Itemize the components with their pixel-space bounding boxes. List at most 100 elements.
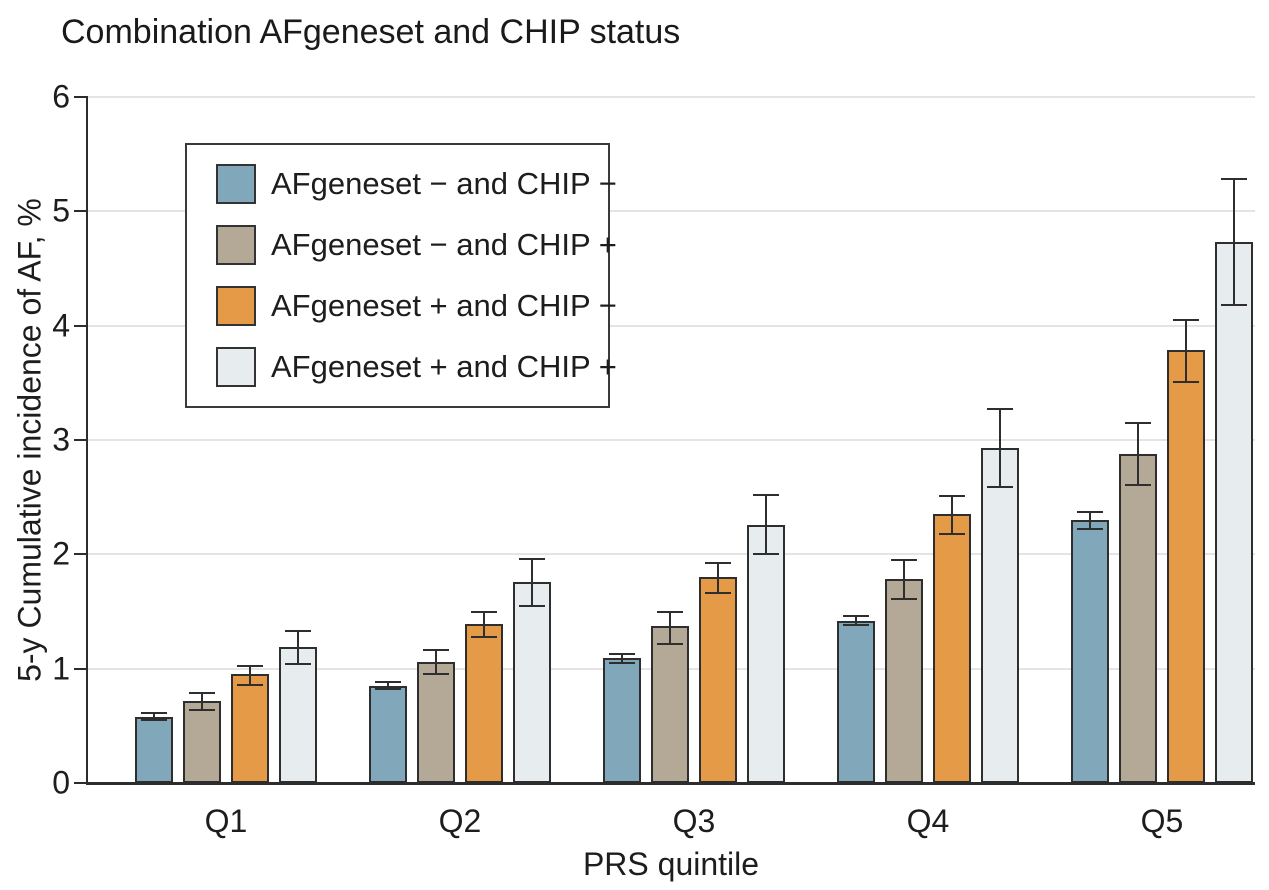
legend-label: AFgeneset − and CHIP − xyxy=(271,166,617,201)
error-whisker xyxy=(1233,179,1235,306)
bar-series4-Q5 xyxy=(1215,242,1253,783)
error-whisker xyxy=(249,666,251,685)
error-cap-bottom xyxy=(285,663,311,666)
bar-series3-Q1 xyxy=(231,674,269,783)
error-cap-bottom xyxy=(891,597,917,600)
y-tick-label: 0 xyxy=(52,764,70,801)
bar-series2-Q5 xyxy=(1119,453,1157,783)
x-tick-label-q1: Q1 xyxy=(204,803,248,839)
legend-item: AFgeneset + and CHIP + xyxy=(216,347,617,387)
bar-series2-Q4 xyxy=(885,579,923,783)
error-cap-top xyxy=(141,712,167,715)
error-cap-top xyxy=(939,495,965,498)
x-tick-label-q2: Q2 xyxy=(438,803,482,839)
y-tick-label: 5 xyxy=(52,192,70,229)
gridline-y5 xyxy=(88,210,1255,213)
y-tick xyxy=(74,96,86,98)
x-tick-label-q5: Q5 xyxy=(1140,803,1184,839)
bar-series2-Q3 xyxy=(651,626,689,783)
plot-area: 0 1 2 3 4 5 6 Q1 Q2 Q3 Q4 Q5 AFgeneset − and CHIP − A… xyxy=(52,79,1255,839)
error-cap-bottom xyxy=(753,553,779,556)
error-whisker xyxy=(1137,422,1139,485)
error-whisker xyxy=(483,611,485,637)
error-whisker xyxy=(297,630,299,665)
bar-series3-Q3 xyxy=(699,577,737,783)
y-axis-line xyxy=(86,96,88,784)
error-whisker xyxy=(903,560,905,599)
y-tick xyxy=(74,553,86,556)
error-cap-bottom xyxy=(423,673,449,676)
bar-series1-Q4 xyxy=(837,620,875,783)
x-axis-label: PRS quintile xyxy=(582,846,760,882)
error-cap-bottom xyxy=(939,532,965,535)
error-whisker xyxy=(201,692,203,710)
error-cap-bottom xyxy=(987,485,1013,488)
y-tick-label: 1 xyxy=(52,650,70,687)
gridline-y3 xyxy=(88,439,1255,441)
legend-swatch xyxy=(216,225,256,265)
error-cap-top xyxy=(237,665,263,668)
y-tick-label: 2 xyxy=(52,535,70,572)
error-whisker xyxy=(531,558,533,606)
error-cap-bottom xyxy=(471,635,497,638)
error-cap-top xyxy=(285,629,311,632)
y-tick-label: 6 xyxy=(52,78,70,115)
error-whisker xyxy=(765,494,767,555)
y-tick xyxy=(74,782,86,784)
error-cap-top xyxy=(1221,178,1247,181)
error-cap-bottom xyxy=(843,624,869,627)
legend-label: AFgeneset − and CHIP + xyxy=(271,227,617,262)
error-cap-top xyxy=(753,493,779,496)
bar-series1-Q3 xyxy=(603,658,641,783)
legend-swatch xyxy=(216,286,256,326)
legend-swatch xyxy=(216,164,256,204)
y-tick xyxy=(74,210,86,213)
bar-series1-Q5 xyxy=(1071,520,1109,783)
error-cap-top xyxy=(705,562,731,565)
bar-series4-Q4 xyxy=(981,448,1019,783)
y-tick xyxy=(74,324,86,327)
error-cap-top xyxy=(375,681,401,684)
error-cap-bottom xyxy=(141,719,167,722)
error-cap-top xyxy=(843,615,869,618)
bar-series2-Q2 xyxy=(417,661,455,783)
error-cap-bottom xyxy=(519,604,545,607)
error-whisker xyxy=(717,563,719,594)
error-cap-bottom xyxy=(375,688,401,691)
legend-swatch xyxy=(216,347,256,387)
y-tick xyxy=(74,667,86,670)
error-cap-top xyxy=(609,652,635,655)
error-cap-top xyxy=(189,691,215,694)
error-cap-top xyxy=(423,649,449,652)
error-cap-top xyxy=(1173,318,1199,321)
error-cap-top xyxy=(657,610,683,613)
y-tick-label: 3 xyxy=(52,421,70,458)
error-whisker xyxy=(153,713,155,721)
error-cap-bottom xyxy=(189,708,215,711)
legend-item: AFgeneset − and CHIP + xyxy=(216,225,617,265)
error-cap-bottom xyxy=(657,642,683,645)
error-whisker xyxy=(999,409,1001,487)
error-whisker xyxy=(1089,512,1091,530)
error-whisker xyxy=(951,496,953,534)
error-cap-top xyxy=(1125,421,1151,424)
error-cap-bottom xyxy=(1125,483,1151,486)
error-cap-top xyxy=(519,557,545,560)
gridline-y4 xyxy=(88,324,1255,327)
legend-item: AFgeneset − and CHIP − xyxy=(216,164,617,204)
bar-series3-Q5 xyxy=(1167,349,1205,783)
bar-series4-Q2 xyxy=(513,581,551,783)
error-cap-bottom xyxy=(705,592,731,595)
x-tick-label-q4: Q4 xyxy=(906,803,950,839)
bar-series3-Q4 xyxy=(933,514,971,783)
error-cap-bottom xyxy=(237,683,263,686)
x-tick-label-q3: Q3 xyxy=(672,803,716,839)
y-tick xyxy=(74,439,86,441)
bar-series4-Q1 xyxy=(279,646,317,783)
chart-title: Combination AFgeneset and CHIP status xyxy=(61,13,681,51)
error-cap-bottom xyxy=(1077,528,1103,531)
error-whisker xyxy=(669,611,671,644)
error-cap-top xyxy=(987,408,1013,411)
bar-series3-Q2 xyxy=(465,624,503,783)
